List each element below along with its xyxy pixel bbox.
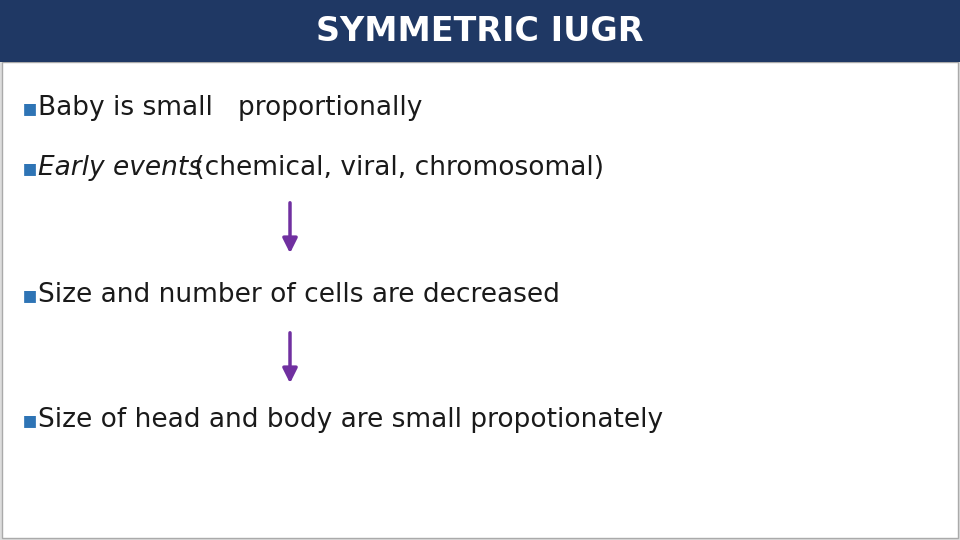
Text: Early events: Early events	[38, 155, 202, 181]
Text: Size of head and body are small propotionately: Size of head and body are small propotio…	[38, 407, 663, 433]
Text: Baby is small   proportionally: Baby is small proportionally	[38, 95, 422, 121]
Text: ▪: ▪	[22, 156, 38, 180]
Text: Size and number of cells are decreased: Size and number of cells are decreased	[38, 282, 560, 308]
Bar	[0, 0, 960, 62]
Text: ▪: ▪	[22, 283, 38, 307]
Text: ▪: ▪	[22, 408, 38, 432]
Text: (chemical, viral, chromosomal): (chemical, viral, chromosomal)	[186, 155, 604, 181]
Bar	[2, 62, 958, 538]
Text: SYMMETRIC IUGR: SYMMETRIC IUGR	[316, 15, 644, 48]
Text: ▪: ▪	[22, 96, 38, 120]
